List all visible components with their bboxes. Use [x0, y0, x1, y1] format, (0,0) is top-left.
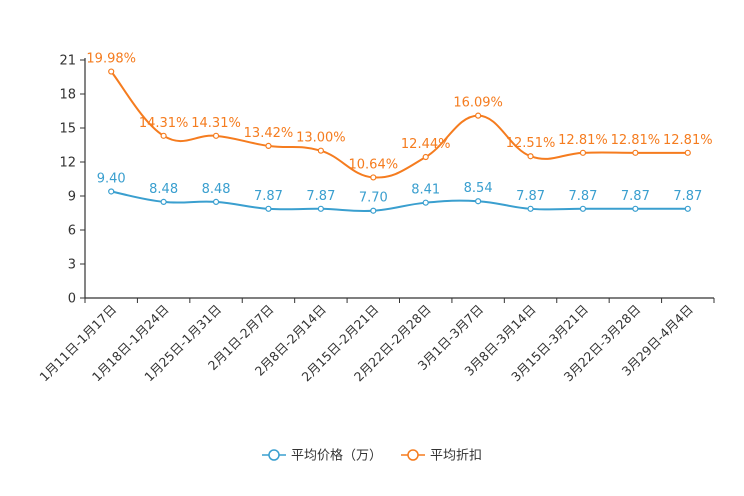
data-point	[475, 112, 482, 119]
data-label: 8.41	[411, 183, 440, 198]
data-label: 19.98%	[86, 52, 136, 67]
data-label: 7.87	[568, 189, 597, 204]
data-point	[422, 153, 429, 161]
data-point	[579, 149, 587, 156]
data-point	[317, 205, 324, 212]
data-label: 12.81%	[558, 133, 608, 148]
y-tick-label: 6	[68, 224, 76, 239]
data-point	[370, 174, 377, 181]
data-label: 13.42%	[244, 126, 294, 141]
data-point	[475, 198, 482, 205]
data-label: 7.87	[306, 189, 335, 204]
data-label: 14.31%	[139, 116, 189, 131]
series-avg-discount: 19.98%14.31% 14.31%13.42% 13.00%10.64%12.4…	[86, 52, 713, 181]
data-point	[684, 149, 691, 156]
data-label: 7.87	[621, 189, 650, 204]
y-tick-label: 15	[59, 122, 76, 137]
legend-label: 平均折扣	[430, 449, 482, 464]
data-label: 10.64%	[349, 157, 399, 172]
legend-marker-icon	[407, 449, 419, 461]
data-point	[579, 205, 587, 212]
data-point	[108, 188, 115, 195]
data-label: 7.87	[673, 189, 702, 204]
data-point	[527, 153, 534, 160]
series-layer: 9.40 8.48 8.48 7.87 7.87 7.70 8.41 8.54 7.87 7.87…	[86, 52, 713, 214]
legend-item-avg-discount: 平均折扣	[401, 449, 482, 464]
data-point	[108, 68, 115, 75]
data-label: 12.81%	[611, 133, 661, 148]
data-label: 14.31%	[191, 116, 241, 131]
data-label: 12.81%	[663, 133, 713, 148]
y-tick-label: 18	[59, 88, 76, 103]
data-label: 16.09%	[453, 96, 503, 111]
data-label: 7.87	[254, 189, 283, 204]
data-point	[265, 205, 272, 212]
data-point	[160, 198, 167, 205]
data-point	[632, 205, 639, 212]
data-label: 13.00%	[296, 131, 346, 146]
axes: 0369121518211月11日-1月17日1月18日-1月24日1月25日-…	[36, 54, 715, 384]
series-avg-price: 9.40 8.48 8.48 7.87 7.87 7.70 8.41 8.54 7.87 7.87…	[97, 171, 702, 214]
data-point	[212, 132, 220, 139]
data-point	[422, 199, 429, 206]
data-point	[212, 198, 220, 205]
legend-marker-icon	[268, 449, 280, 461]
data-label: 8.48	[149, 182, 178, 197]
series-line	[111, 190, 688, 213]
legend-label: 平均价格（万）	[291, 448, 382, 464]
legend: 平均价格（万） 平均折扣	[262, 448, 482, 464]
y-tick-label: 21	[59, 54, 76, 69]
y-tick-label: 3	[68, 258, 76, 273]
data-label: 12.44%	[401, 137, 451, 152]
data-point	[317, 147, 324, 154]
data-point	[632, 149, 639, 156]
y-tick-label: 9	[68, 190, 76, 205]
data-label: 8.54	[464, 181, 493, 196]
data-point	[527, 205, 534, 212]
data-point	[684, 205, 691, 212]
data-label: 7.87	[516, 189, 545, 204]
data-label: 9.40	[97, 171, 126, 186]
data-point	[265, 142, 272, 150]
data-point	[160, 132, 167, 139]
data-label: 12.51%	[506, 136, 556, 151]
data-point	[370, 207, 377, 214]
legend-item-avg-price: 平均价格（万）	[262, 448, 382, 464]
y-tick-label: 12	[59, 156, 76, 171]
data-label: 7.70	[359, 191, 388, 206]
y-tick-label: 0	[68, 292, 76, 307]
data-label: 8.48	[202, 182, 231, 197]
